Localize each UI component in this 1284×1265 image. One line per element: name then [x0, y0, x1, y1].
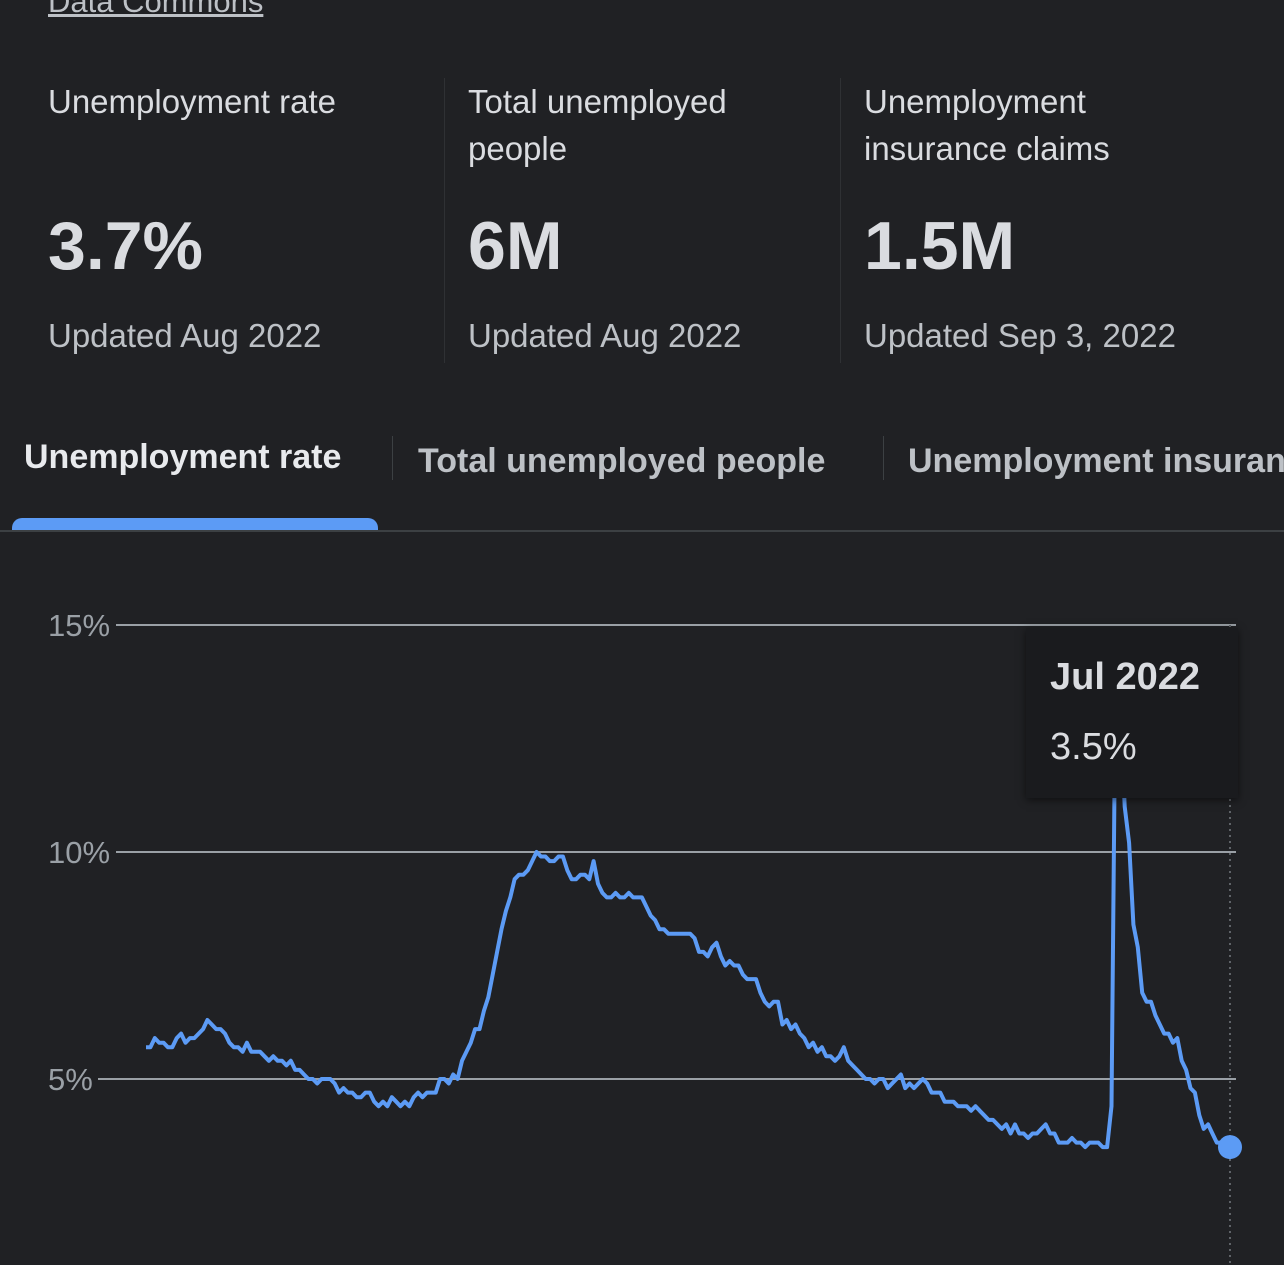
stat-label: Total unemployed people — [468, 83, 727, 167]
selected-tab-indicator — [12, 518, 378, 532]
stat-updated-date: Updated Sep 3, 2022 — [864, 317, 1176, 354]
stat-divider — [840, 78, 841, 363]
tab-separator — [883, 436, 884, 480]
chart-tooltip: Jul 2022 3.5% — [1026, 628, 1238, 798]
source-link[interactable]: Data Commons — [48, 0, 264, 19]
tab-separator — [392, 436, 393, 480]
tab-unemployment-insurance-claims[interactable]: Unemployment insurance claims — [908, 442, 1284, 480]
tab-unemployment-rate[interactable]: Unemployment rate — [24, 438, 342, 476]
stat-card-total-unemployed[interactable]: Total unemployed people 6M Updated Aug 2… — [468, 78, 828, 363]
chart-tabs: Unemployment rate Total unemployed peopl… — [0, 420, 1284, 532]
unemployment-rate-chart[interactable]: 5% 10% 15% — [0, 532, 1284, 1265]
stat-value: 6M — [468, 208, 563, 284]
tab-total-unemployed-people[interactable]: Total unemployed people — [418, 442, 826, 480]
stat-value: 1.5M — [864, 208, 1016, 284]
stat-label: Unemployment rate — [48, 83, 336, 120]
series-line-unemployment-rate — [146, 636, 1232, 1150]
stat-cards: Unemployment rate 3.7% Updated Aug 2022 … — [0, 78, 1284, 378]
stat-updated-date: Updated Aug 2022 — [468, 317, 742, 354]
tooltip-value: 3.5% — [1050, 726, 1137, 768]
stat-value: 3.7% — [48, 208, 203, 284]
stat-label: Unemployment insurance claims — [864, 83, 1110, 167]
y-tick-label: 15% — [48, 608, 110, 643]
stat-card-unemployment-rate[interactable]: Unemployment rate 3.7% Updated Aug 2022 — [48, 78, 428, 363]
y-tick-label: 5% — [48, 1062, 93, 1097]
tabs-divider — [0, 530, 1284, 532]
stat-card-insurance-claims[interactable]: Unemployment insurance claims 1.5M Updat… — [864, 78, 1264, 363]
tooltip-date: Jul 2022 — [1050, 656, 1200, 698]
chart-canvas: 5% 10% 15% — [48, 608, 1242, 1265]
y-tick-label: 10% — [48, 835, 110, 870]
highlighted-data-point[interactable] — [1218, 1135, 1242, 1160]
stat-divider — [444, 78, 445, 363]
stat-updated-date: Updated Aug 2022 — [48, 317, 322, 354]
